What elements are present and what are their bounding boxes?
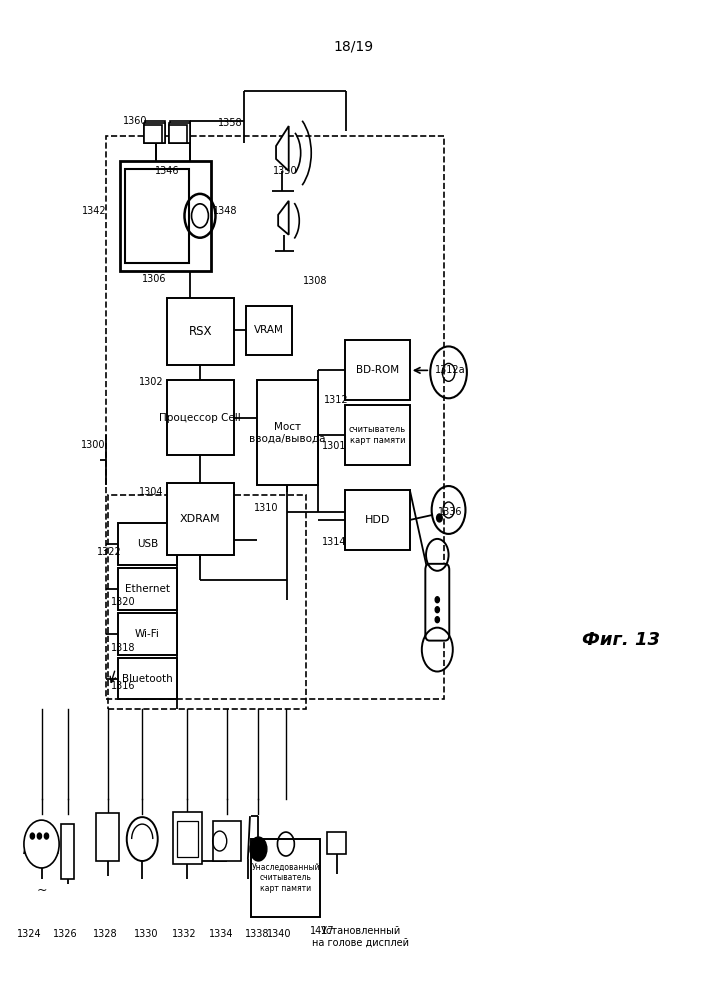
Text: Установленный
на голове дисплей: Установленный на голове дисплей [312,926,409,948]
Bar [108,495,305,709]
Bar [252,839,320,917]
Bar [345,405,410,465]
Bar [117,658,177,699]
Text: Wi-Fi: Wi-Fi [135,629,160,639]
Text: Ethernet: Ethernet [125,584,170,594]
Text: VRAM: VRAM [255,325,284,335]
Text: 18/19: 18/19 [334,39,373,53]
Ellipse shape [24,820,59,868]
Circle shape [30,833,35,839]
Text: HDD: HDD [365,515,390,525]
Text: 1310: 1310 [254,503,278,513]
Bar [117,568,177,610]
Circle shape [437,514,443,522]
Bar [62,824,74,879]
Bar [125,169,189,263]
Text: XDRAM: XDRAM [180,514,221,524]
Bar [327,832,346,854]
Bar [105,136,443,699]
Text: 1342: 1342 [83,206,107,216]
Bar [117,613,177,655]
Bar [145,121,165,143]
Circle shape [250,837,267,861]
Circle shape [436,597,440,603]
Text: 1304: 1304 [139,487,164,497]
FancyBboxPatch shape [426,564,449,641]
Text: 1302: 1302 [139,377,164,387]
Text: 1338: 1338 [245,929,269,939]
Text: 1312a: 1312a [435,365,465,375]
Bar [144,123,165,143]
Text: 1334: 1334 [209,929,233,939]
Text: Процессор Cell: Процессор Cell [160,413,241,423]
Text: Унаследованный
считыватель
карт памяти: Унаследованный считыватель карт памяти [252,863,320,893]
Text: 1417: 1417 [310,926,334,936]
Text: 1318: 1318 [110,643,135,653]
Text: 1346: 1346 [155,166,180,176]
Bar [213,821,241,861]
Text: 1350: 1350 [272,166,297,176]
Text: 1312: 1312 [324,395,349,405]
Text: 1308: 1308 [303,276,327,286]
Bar [117,523,177,565]
Bar [144,125,162,143]
Text: 1336: 1336 [438,507,462,517]
Text: 1328: 1328 [93,929,118,939]
Text: 1360: 1360 [122,116,147,126]
Bar [167,298,234,365]
Bar [167,380,234,455]
Text: 1324: 1324 [17,929,42,939]
Bar [345,340,410,400]
Text: ~: ~ [36,884,47,897]
Text: 1358: 1358 [218,118,243,128]
Text: 110: 110 [428,595,446,605]
Bar [173,812,202,864]
Circle shape [37,833,42,839]
Bar [177,821,198,857]
Polygon shape [278,201,288,235]
Circle shape [45,833,49,839]
Polygon shape [276,126,288,171]
Text: 1301: 1301 [322,441,346,451]
Bar [119,161,211,271]
Text: 1314: 1314 [322,537,346,547]
Text: Фиг. 13: Фиг. 13 [582,631,660,649]
Text: 1332: 1332 [173,929,197,939]
Bar [345,490,410,550]
Bar [170,121,190,143]
Bar [167,483,234,555]
Text: USB: USB [137,539,158,549]
Bar [257,380,318,485]
Text: 1326: 1326 [52,929,77,939]
Text: 1330: 1330 [134,929,158,939]
Bar [247,306,292,355]
Circle shape [436,607,440,613]
Text: 1300: 1300 [81,440,105,450]
Circle shape [436,617,440,623]
Text: 1306: 1306 [142,274,167,284]
Text: Bluetooth: Bluetooth [122,674,173,684]
Text: Мост
ввода/вывода: Мост ввода/вывода [250,422,326,443]
Text: RSX: RSX [189,325,212,338]
Text: BD-ROM: BD-ROM [356,365,399,375]
Bar [169,123,190,143]
Text: 1340: 1340 [267,929,292,939]
Bar [96,813,119,861]
Text: 1316: 1316 [110,681,135,691]
Bar [169,125,187,143]
Text: 1322: 1322 [96,547,121,557]
Text: 1320: 1320 [110,597,135,607]
Text: 1348: 1348 [213,206,237,216]
Text: считыватель
карт памяти: считыватель карт памяти [349,425,406,445]
